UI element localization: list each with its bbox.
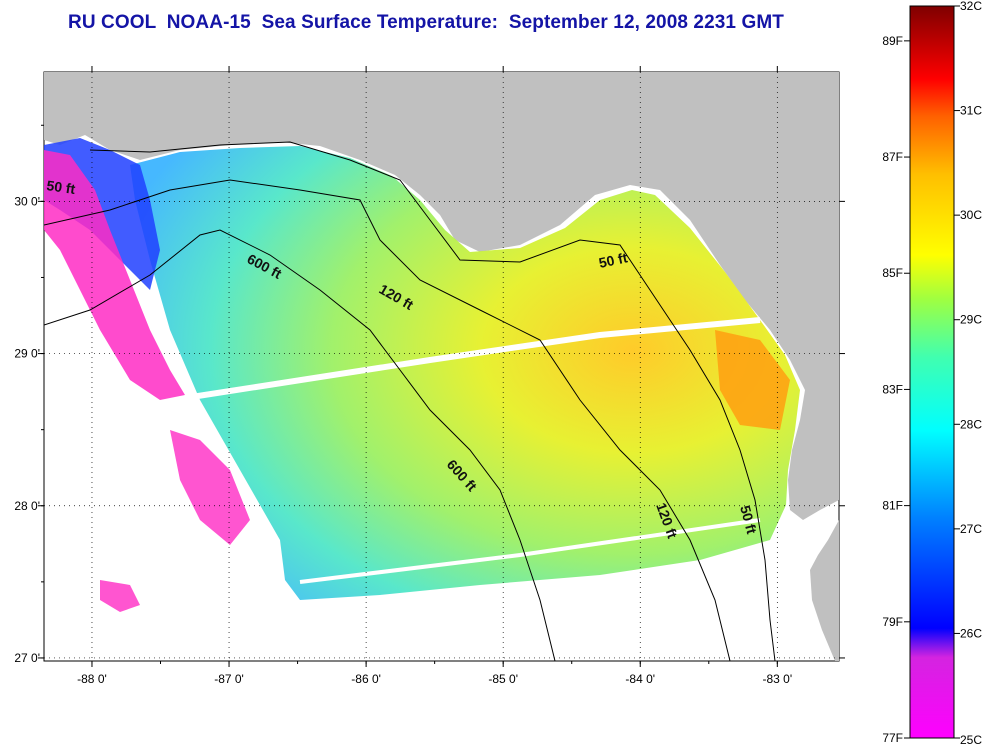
- colorbar-c-label: 31C: [960, 104, 982, 118]
- colorbar-c-label: 30C: [960, 208, 982, 222]
- colorbar-ticks: 32C 31C 30C 29C 28C 27C 26C 25C 89F 87F 85F 83F 81F 7…: [882, 0, 982, 747]
- colorbar-f-label: 85F: [882, 266, 903, 280]
- contour-600ft: [44, 229, 556, 661]
- colorbar-c-label: 32C: [960, 0, 982, 13]
- contour-label: 50 ft: [46, 177, 77, 197]
- lon-tick-label: -85 0': [488, 672, 518, 686]
- colorbar-c-label: 26C: [960, 626, 982, 640]
- colorbar-f-label: 81F: [882, 499, 903, 513]
- contour-50ft: [89, 141, 776, 661]
- lon-tick-label: -86 0': [351, 672, 381, 686]
- lat-tick-label: 29 0': [14, 347, 40, 361]
- colorbar-c-label: 29C: [960, 313, 982, 327]
- map-title: RU COOL NOAA-15 Sea Surface Temperature:…: [68, 12, 784, 33]
- contour-120ft: [44, 179, 731, 661]
- lat-tick-label: 27 0': [14, 651, 40, 665]
- contour-label: 50 ft: [737, 504, 760, 536]
- colorbar: [909, 5, 955, 739]
- lon-tick-label: -84 0': [625, 672, 655, 686]
- colorbar-f-label: 87F: [882, 150, 903, 164]
- colorbar-c-label: 25C: [960, 733, 982, 747]
- colorbar-c-label: 28C: [960, 417, 982, 431]
- colorbar-f-label: 79F: [882, 615, 903, 629]
- lon-tick-label: -87 0': [214, 672, 244, 686]
- lat-lon-grid: [44, 72, 839, 661]
- cloud-gap: [299, 518, 761, 584]
- lat-tick-label: 28 0': [14, 499, 40, 513]
- cloud-gap: [184, 317, 761, 401]
- sst-swath: [130, 146, 800, 600]
- contour-label: 50 ft: [597, 249, 629, 271]
- colorbar-f-label: 77F: [882, 731, 903, 745]
- sst-magenta-patch: [100, 580, 140, 612]
- lat-tick-label: 30 0': [14, 194, 40, 208]
- sst-magenta-patch: [170, 430, 250, 545]
- sst-warm-patch: [715, 330, 790, 430]
- colorbar-f-label: 83F: [882, 382, 903, 396]
- sst-magenta-patch: [44, 150, 185, 400]
- lon-tick-label: -83 0': [762, 672, 792, 686]
- land-mass: [44, 72, 839, 661]
- colorbar-c-label: 27C: [960, 522, 982, 536]
- lon-tick-label: -88 0': [77, 672, 107, 686]
- axis-ticks: -88 0' -87 0' -86 0' -85 0' -84 0' -83 0' 30 0…: [14, 66, 845, 686]
- colorbar-f-label: 89F: [882, 34, 903, 48]
